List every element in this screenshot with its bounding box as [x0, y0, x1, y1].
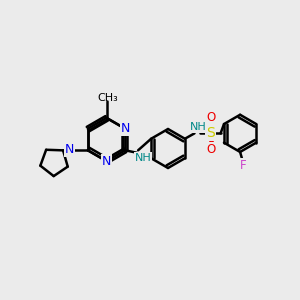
Text: O: O	[206, 143, 215, 156]
Text: N: N	[102, 154, 111, 168]
Text: NH: NH	[135, 153, 152, 163]
Text: F: F	[240, 159, 247, 172]
Text: N: N	[121, 122, 130, 135]
Text: O: O	[206, 111, 215, 124]
Text: N: N	[65, 143, 74, 156]
Text: S: S	[206, 126, 214, 140]
Text: NH: NH	[190, 122, 206, 132]
Text: CH₃: CH₃	[98, 93, 118, 103]
